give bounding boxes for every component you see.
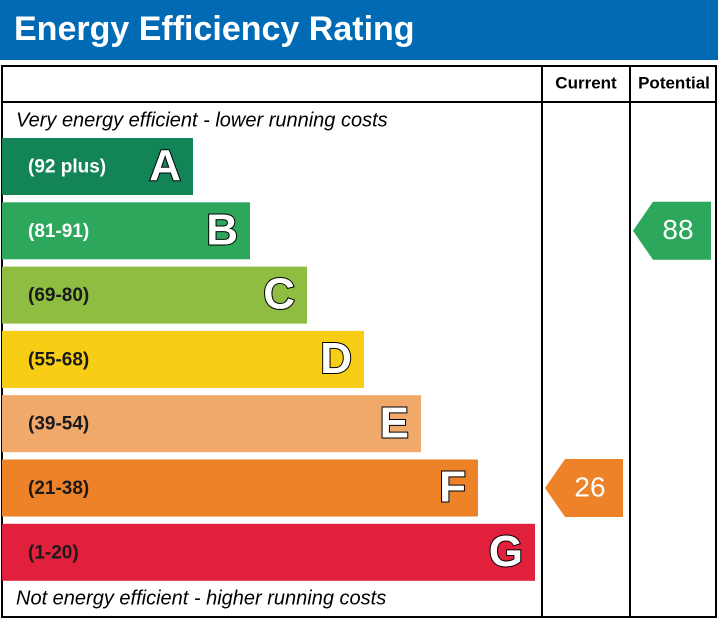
band-range: (55-68) [28, 349, 89, 370]
band [2, 459, 478, 517]
column-header: Potential [638, 73, 710, 92]
header-bar [0, 0, 718, 60]
rating-arrow [633, 201, 711, 260]
rating-value: 88 [662, 214, 693, 245]
bottom-note: Not energy efficient - higher running co… [16, 587, 386, 609]
band-range: (21-38) [28, 478, 89, 499]
band-letter: A [149, 141, 181, 190]
band-range: (39-54) [28, 414, 89, 435]
band [2, 330, 364, 388]
band [2, 138, 193, 195]
band-letter: G [489, 527, 523, 576]
band [2, 523, 535, 581]
band-range: (92 plus) [28, 157, 106, 178]
chart-title: Energy Efficiency Rating [14, 10, 415, 48]
band-range: (69-80) [28, 285, 89, 306]
band-letter: C [263, 270, 295, 319]
column-header: Current [555, 73, 617, 92]
band-letter: D [320, 334, 352, 383]
band-range: (1-20) [28, 542, 79, 563]
band [2, 266, 307, 324]
top-note: Very energy efficient - lower running co… [16, 109, 388, 131]
rating-arrow [545, 459, 623, 517]
band-letter: E [380, 398, 409, 447]
band-letter: F [439, 463, 466, 512]
band [2, 202, 250, 260]
band-range: (81-91) [28, 221, 89, 242]
band-letter: B [206, 205, 238, 254]
band [2, 395, 421, 453]
rating-value: 26 [574, 471, 605, 502]
